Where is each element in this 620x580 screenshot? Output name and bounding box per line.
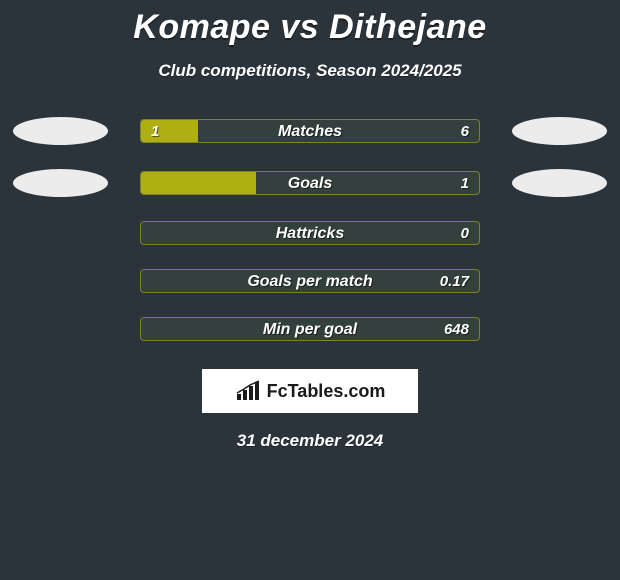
stat-label: Matches bbox=[141, 120, 479, 143]
spacer bbox=[1, 233, 140, 234]
stat-bar: 1Matches6 bbox=[140, 119, 480, 143]
stat-row: 1Matches6 bbox=[0, 117, 620, 145]
bar-chart-icon bbox=[235, 380, 261, 402]
stat-value-right: 6 bbox=[461, 120, 469, 143]
page-subtitle: Club competitions, Season 2024/2025 bbox=[0, 61, 620, 81]
stat-value-right: 0 bbox=[461, 222, 469, 245]
spacer bbox=[480, 329, 619, 330]
spacer bbox=[480, 233, 619, 234]
stat-row: Goals1 bbox=[0, 169, 620, 197]
brand-logo: FcTables.com bbox=[202, 369, 418, 413]
spacer bbox=[480, 281, 619, 282]
page-title: Komape vs Dithejane bbox=[0, 0, 620, 47]
stat-bar: Min per goal648 bbox=[140, 317, 480, 341]
stat-label: Min per goal bbox=[141, 318, 479, 341]
avatar bbox=[13, 169, 108, 197]
stats-list: 1Matches6Goals1Hattricks0Goals per match… bbox=[0, 117, 620, 341]
stat-value-right: 648 bbox=[444, 318, 469, 341]
stat-label: Goals per match bbox=[141, 270, 479, 293]
spacer bbox=[1, 281, 140, 282]
stat-value-right: 1 bbox=[461, 172, 469, 195]
stat-row: Min per goal648 bbox=[0, 317, 620, 341]
stat-bar: Goals per match0.17 bbox=[140, 269, 480, 293]
stat-row: Hattricks0 bbox=[0, 221, 620, 245]
avatar bbox=[13, 117, 108, 145]
stat-label: Hattricks bbox=[141, 222, 479, 245]
stat-value-right: 0.17 bbox=[440, 270, 469, 293]
stat-row: Goals per match0.17 bbox=[0, 269, 620, 293]
spacer bbox=[1, 329, 140, 330]
stat-bar: Hattricks0 bbox=[140, 221, 480, 245]
footer-date: 31 december 2024 bbox=[0, 431, 620, 451]
avatar bbox=[512, 117, 607, 145]
stat-bar: Goals1 bbox=[140, 171, 480, 195]
stat-label: Goals bbox=[141, 172, 479, 195]
avatar bbox=[512, 169, 607, 197]
brand-logo-text: FcTables.com bbox=[267, 381, 386, 402]
